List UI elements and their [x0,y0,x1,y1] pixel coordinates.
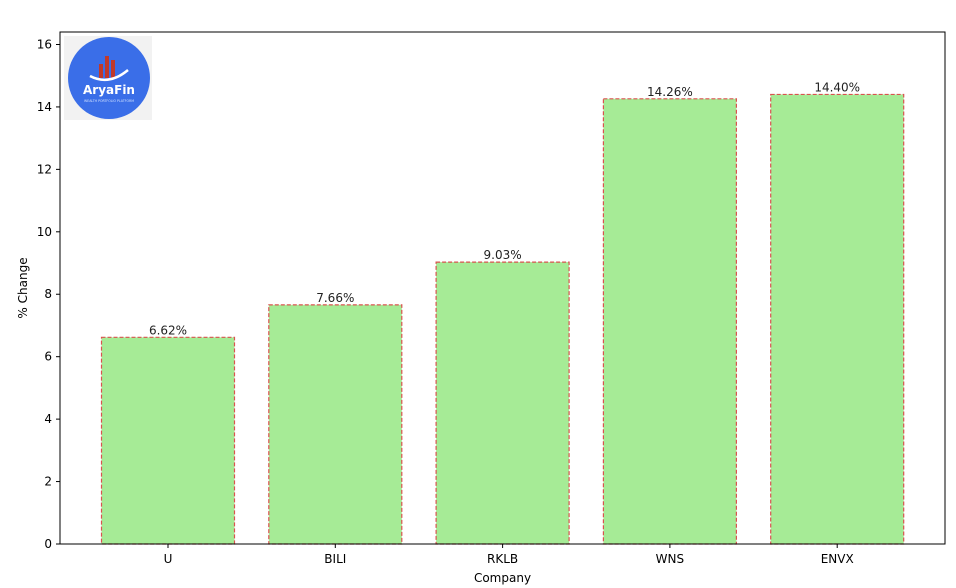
data-label: 7.66% [316,291,354,305]
logo-bar-icon [99,64,103,78]
logo-name: AryaFin [83,83,135,97]
axes-frame [59,31,946,545]
x-tick-label: WNS [656,552,684,566]
y-tick-label: 2 [44,475,52,489]
y-tick-label: 4 [44,412,52,426]
aryafin-logo: AryaFin WEALTH PORTFOLIO PLATFORM [64,36,152,120]
y-tick-label: 6 [44,350,52,364]
y-tick-label: 10 [37,225,52,239]
y-tick-label: 0 [44,537,52,551]
x-tick-label: RKLB [487,552,518,566]
x-tick-label: U [164,552,173,566]
y-tick-label: 16 [37,37,52,51]
bar-envx [770,93,905,545]
y-tick-label: 14 [37,100,52,114]
data-label: 6.62% [149,323,187,337]
plot-area: 6.62% U 7.66% BILI 9.03% RKLB 14.26% WNS 14.40% E… [16,31,946,585]
data-label: 14.26% [647,85,693,99]
x-tick-label: ENVX [821,552,854,566]
x-tick-label: BILI [324,552,346,566]
data-label: 9.03% [484,248,522,262]
bar-rklb [435,261,570,545]
data-label: 14.40% [814,80,860,94]
y-tick-label: 8 [44,287,52,301]
logo-swoosh-icon [89,69,129,82]
bar-wns [602,98,738,545]
bar-bili [268,304,403,545]
logo-tagline: WEALTH PORTFOLIO PLATFORM [84,99,134,103]
y-axis-label: % Change [16,257,30,318]
logo-bar-icon [105,56,109,78]
bar-u [100,336,236,545]
x-axis-label: Company [474,571,531,585]
logo-bar-icon [111,60,115,78]
y-tick-label: 12 [37,162,52,176]
